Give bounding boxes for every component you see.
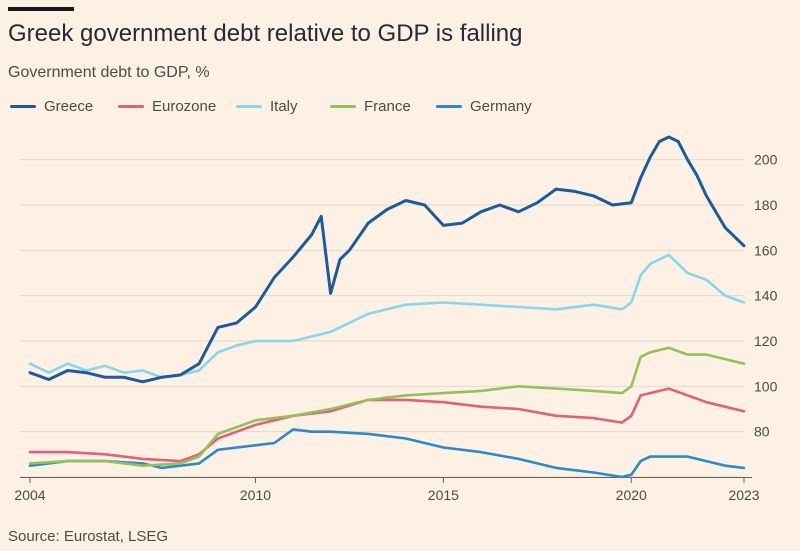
chart-title: Greek government debt relative to GDP is… [8,20,523,47]
series-line-eurozone [28,387,746,463]
y-tick-label-80: 80 [754,424,770,440]
x-tick-label-2020: 2020 [616,487,647,503]
legend-item-greece: Greece [10,98,93,115]
y-tick-label-200: 200 [754,152,778,168]
x-tick-label-2015: 2015 [428,487,459,503]
chart-subtitle: Government debt to GDP, % [8,64,210,81]
series-line-france [28,346,746,467]
legend-label-france: France [364,98,411,115]
legend-label-eurozone: Eurozone [152,98,217,115]
y-tick-label-140: 140 [754,288,778,304]
x-tick-label-2004: 2004 [14,487,45,503]
legend-swatch-eurozone [118,105,144,108]
x-tick-label-2023: 2023 [728,487,759,503]
y-tick-label-120: 120 [754,333,778,349]
header-accent-rule [8,7,74,11]
series-line-italy [28,253,746,379]
legend-label-greece: Greece [44,98,94,115]
legend-label-germany: Germany [470,98,532,115]
y-tick-label-180: 180 [754,197,778,213]
legend-item-france: France [330,98,411,115]
y-tick-label-160: 160 [754,242,778,258]
x-tick-label-2010: 2010 [240,487,271,503]
series-line-germany [28,428,746,479]
y-tick-label-100: 100 [754,378,778,394]
legend-item-italy: Italy [236,98,298,115]
legend-swatch-italy [236,105,262,108]
legend-swatch-germany [436,105,462,108]
legend-label-italy: Italy [270,98,298,115]
legend-item-eurozone: Eurozone [118,98,216,115]
legend-item-germany: Germany [436,98,532,115]
legend-swatch-france [330,105,356,108]
series-line-greece [28,135,746,384]
source-note: Source: Eurostat, LSEG [8,528,169,545]
legend-swatch-greece [10,105,36,108]
